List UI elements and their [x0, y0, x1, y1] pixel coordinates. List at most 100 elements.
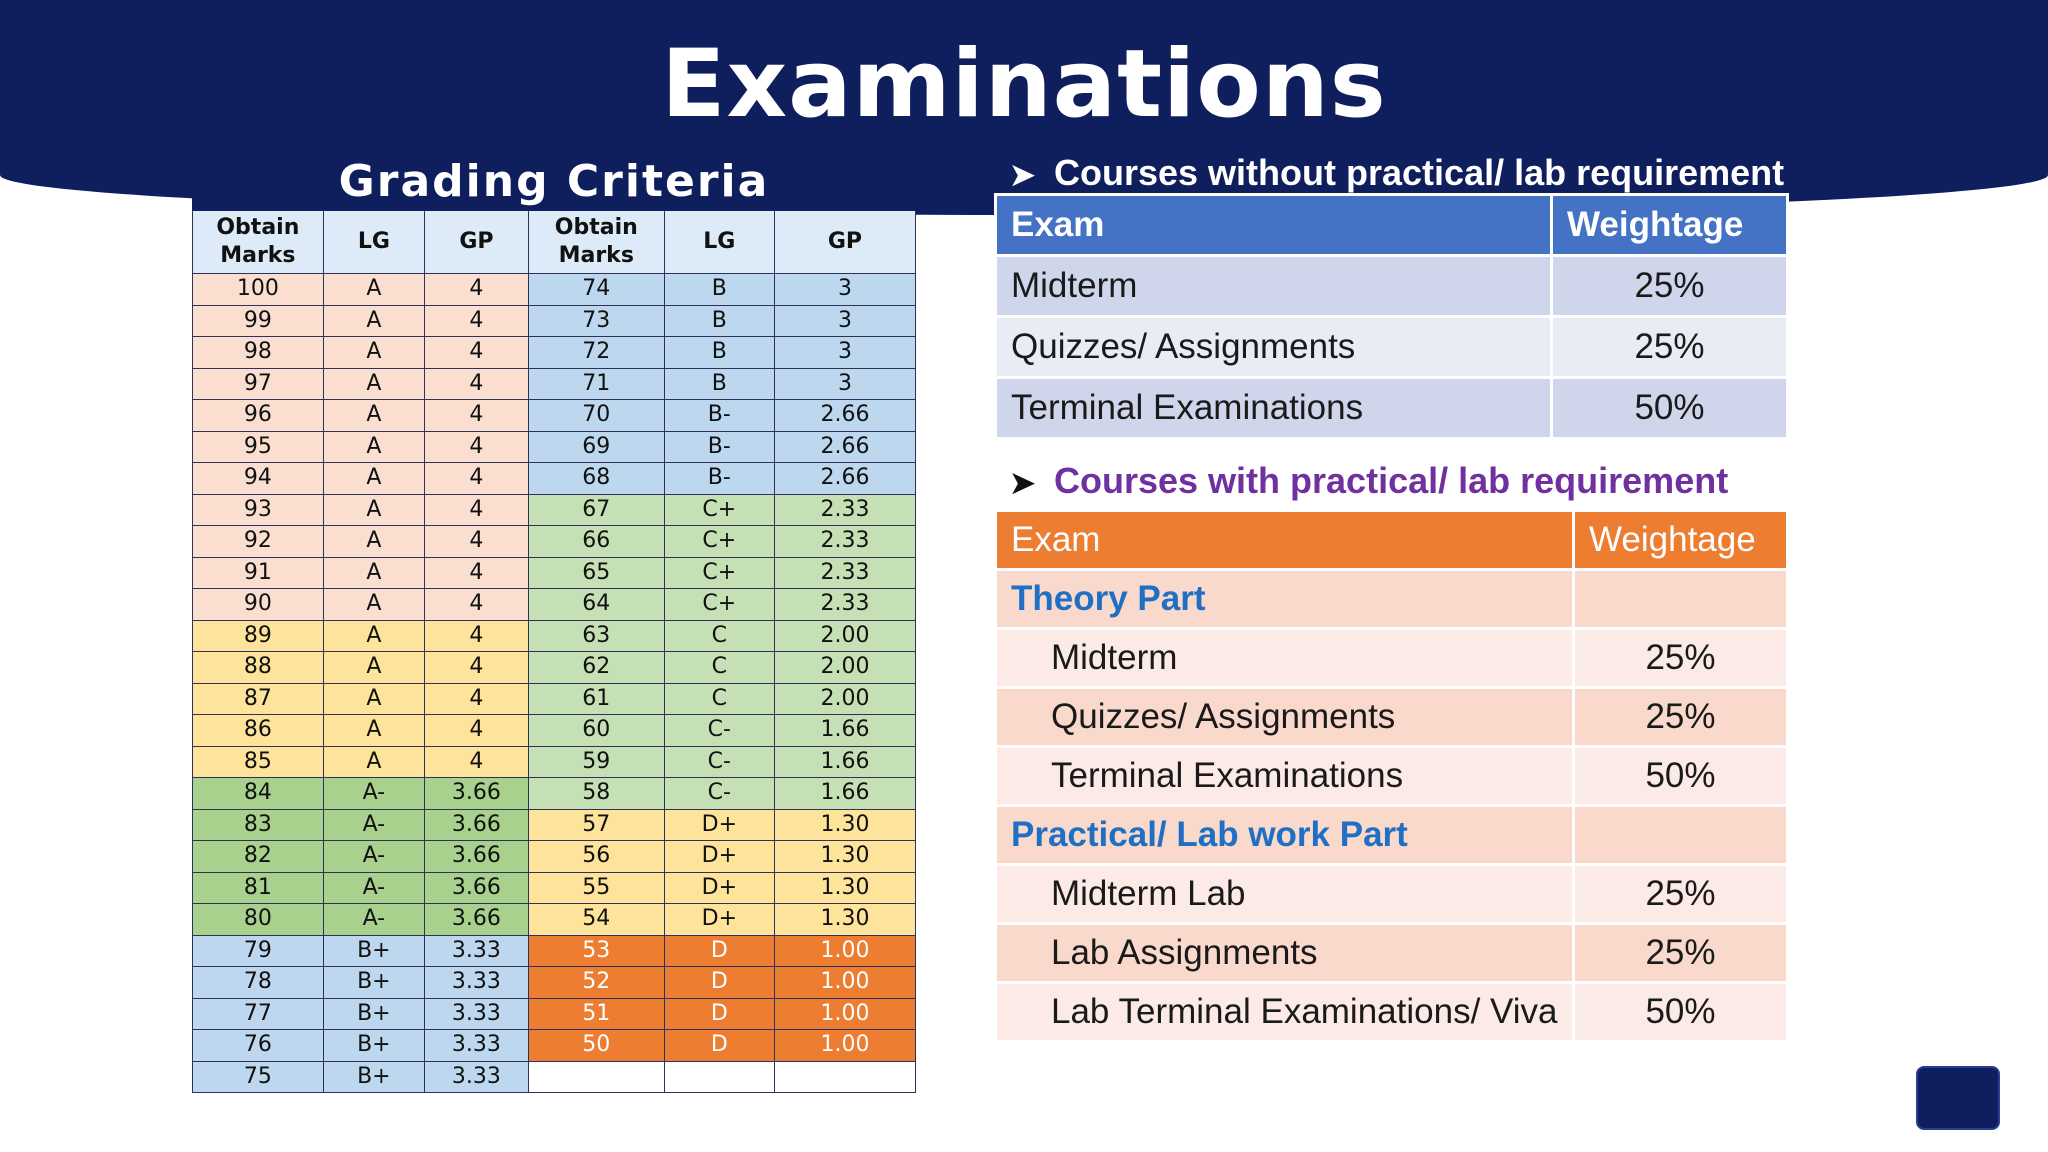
section-row: Practical/ Lab work Part — [994, 804, 1789, 866]
obtain-marks-cell: 67 — [527, 493, 665, 526]
grading-row: 92 A 4 66 C+ 2.33 — [192, 525, 917, 558]
grade-point-cell: 2.00 — [773, 651, 917, 684]
grading-row: 83 A- 3.66 57 D+ 1.30 — [192, 808, 917, 841]
exam-name: Terminal Examinations — [994, 376, 1553, 440]
grade-point-cell: 3.33 — [424, 1060, 529, 1093]
grade-point-cell: 3.33 — [424, 1029, 529, 1062]
grading-row: 87 A 4 61 C 2.00 — [192, 682, 917, 715]
letter-grade-cell: D+ — [663, 808, 775, 841]
exam-weight: 25% — [1550, 254, 1789, 318]
table-header-row: Exam Weightage — [994, 193, 1789, 257]
navigation-button[interactable] — [1916, 1066, 2000, 1130]
grade-point-cell: 4 — [424, 745, 529, 778]
obtain-marks-cell: 82 — [192, 840, 324, 873]
exam-weight: 25% — [1572, 922, 1789, 984]
grade-point-cell: 4 — [424, 556, 529, 589]
grade-point-cell: 3 — [773, 367, 917, 400]
grading-row: 78 B+ 3.33 52 D 1.00 — [192, 966, 917, 999]
grade-point-cell: 4 — [424, 525, 529, 558]
bullet-with-lab: ➤ Courses with practical/ lab requirement — [1010, 460, 1728, 502]
letter-grade-cell: C- — [663, 777, 775, 810]
table-row: Midterm 25% — [994, 627, 1789, 689]
obtain-marks-cell: 99 — [192, 304, 324, 337]
grade-point-cell: 2.33 — [773, 556, 917, 589]
letter-grade-cell: A — [322, 588, 426, 621]
letter-grade-cell: D+ — [663, 903, 775, 936]
obtain-marks-cell: 93 — [192, 493, 324, 526]
arrowhead-bullet-icon: ➤ — [1010, 467, 1036, 500]
letter-grade-cell: D — [663, 966, 775, 999]
letter-grade-cell: B+ — [322, 966, 426, 999]
obtain-marks-cell: 62 — [527, 651, 665, 684]
grade-point-cell: 4 — [424, 651, 529, 684]
page-title: Examinations — [661, 30, 1387, 139]
letter-grade-cell: C — [663, 619, 775, 652]
obtain-marks-cell: 69 — [527, 430, 665, 463]
letter-grade-cell: C+ — [663, 525, 775, 558]
exam-name: Lab Terminal Examinations/ Viva — [994, 981, 1575, 1043]
letter-grade-cell: B+ — [322, 1029, 426, 1062]
obtain-marks-cell: 60 — [527, 714, 665, 747]
obtain-marks-cell: 78 — [192, 966, 324, 999]
letter-grade-cell: A- — [322, 808, 426, 841]
letter-grade-cell: A — [322, 367, 426, 400]
grade-point-cell: 4 — [424, 714, 529, 747]
obtain-marks-cell: 63 — [527, 619, 665, 652]
letter-grade-cell: B- — [663, 462, 775, 495]
letter-grade-cell: A — [322, 493, 426, 526]
letter-grade-cell: C+ — [663, 556, 775, 589]
obtain-marks-cell: 52 — [527, 966, 665, 999]
col-header-exam: Exam — [994, 193, 1553, 257]
letter-grade-cell: A- — [322, 777, 426, 810]
grading-body: 100 A 4 74 B 3 99 A 4 73 B 3 98 A 4 72 B 3 97 A 4 71 B 3 96 A 4 70 B… — [192, 273, 917, 1093]
with-lab-weightage-table: Exam Weightage Theory Part Midterm 25% Q… — [994, 509, 1789, 1043]
table-row: Quizzes/ Assignments 25% — [994, 315, 1789, 379]
letter-grade-cell: A — [322, 399, 426, 432]
grading-row: 93 A 4 67 C+ 2.33 — [192, 493, 917, 526]
obtain-marks-cell: 84 — [192, 777, 324, 810]
letter-grade-cell: B+ — [322, 934, 426, 967]
obtain-marks-cell: 54 — [527, 903, 665, 936]
letter-grade-cell: A- — [322, 840, 426, 873]
col-header-exam: Exam — [994, 509, 1575, 571]
grade-point-cell: 2.33 — [773, 493, 917, 526]
grade-point-cell: 3.33 — [424, 997, 529, 1030]
grading-row: 90 A 4 64 C+ 2.33 — [192, 588, 917, 621]
grading-criteria-table: Grading Criteria Obtain Marks LG GP Obta… — [192, 153, 917, 1093]
letter-grade-cell: B- — [663, 430, 775, 463]
exam-weight: 50% — [1550, 376, 1789, 440]
section-row: Theory Part — [994, 568, 1789, 630]
grade-point-cell: 4 — [424, 336, 529, 369]
table-row: Lab Terminal Examinations/ Viva 50% — [994, 981, 1789, 1043]
grade-point-cell: 3 — [773, 304, 917, 337]
grading-row: 79 B+ 3.33 53 D 1.00 — [192, 934, 917, 967]
col-header: GP — [424, 210, 529, 274]
exam-weight: 50% — [1572, 981, 1789, 1043]
grading-header-row: Obtain Marks LG GP Obtain Marks LG GP — [192, 210, 917, 274]
grading-title: Grading Criteria — [192, 153, 916, 211]
letter-grade-cell: B — [663, 273, 775, 306]
col-header: LG — [663, 210, 775, 274]
grade-point-cell: 1.00 — [773, 934, 917, 967]
letter-grade-cell: A — [322, 430, 426, 463]
exam-name: Lab Assignments — [994, 922, 1575, 984]
exam-name: Midterm — [994, 254, 1553, 318]
bullet-with-lab-text: Courses with practical/ lab requirement — [1054, 460, 1729, 501]
letter-grade-cell: B — [663, 367, 775, 400]
letter-grade-cell: D — [663, 1029, 775, 1062]
obtain-marks-cell: 94 — [192, 462, 324, 495]
letter-grade-cell: A — [322, 336, 426, 369]
obtain-marks-cell: 92 — [192, 525, 324, 558]
letter-grade-cell: B — [663, 304, 775, 337]
grade-point-cell: 3 — [773, 273, 917, 306]
grade-point-cell — [773, 1060, 917, 1093]
obtain-marks-cell: 79 — [192, 934, 324, 967]
obtain-marks-cell: 68 — [527, 462, 665, 495]
letter-grade-cell: A — [322, 682, 426, 715]
section-label: Theory Part — [994, 568, 1575, 630]
exam-weight: 25% — [1572, 627, 1789, 689]
grading-row: 75 B+ 3.33 — [192, 1060, 917, 1093]
col-header: Obtain Marks — [192, 210, 324, 274]
grade-point-cell: 4 — [424, 619, 529, 652]
grade-point-cell: 1.66 — [773, 745, 917, 778]
